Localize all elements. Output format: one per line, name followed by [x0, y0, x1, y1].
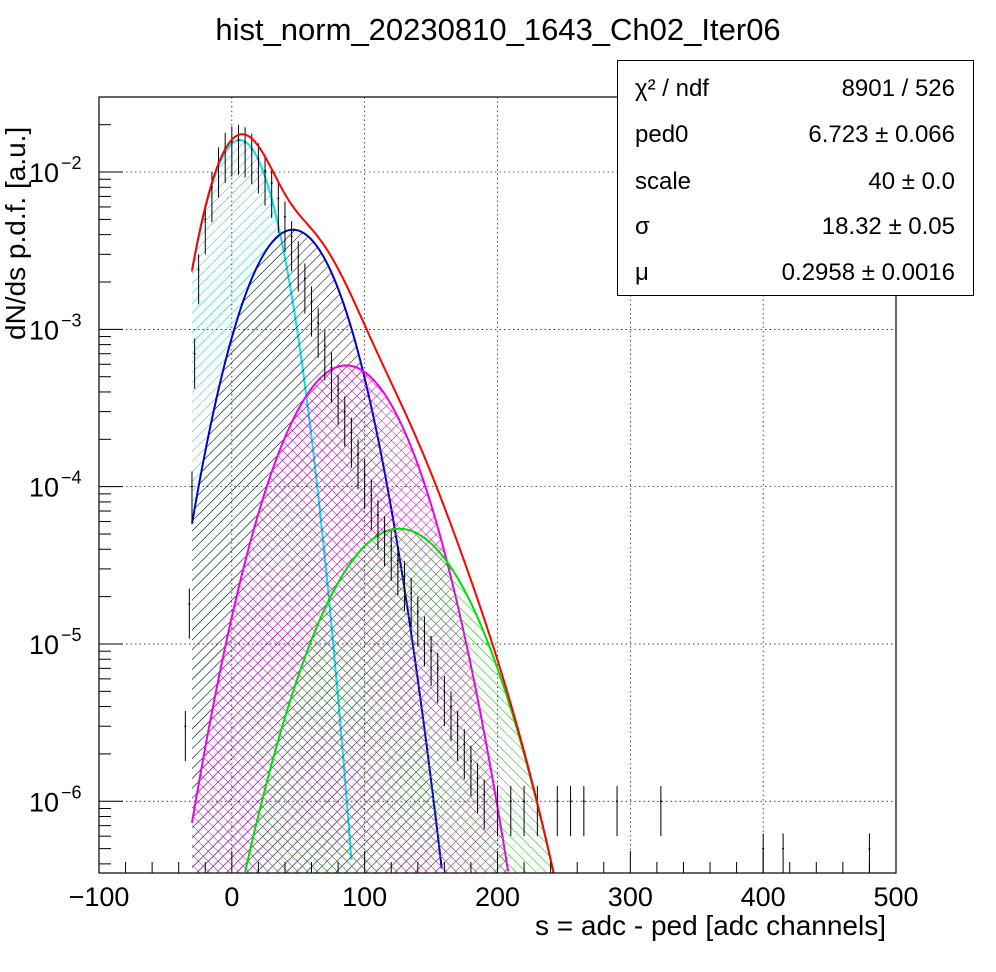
stat-key: scale [635, 168, 692, 195]
histogram-point [782, 847, 785, 850]
x-tick-label: 100 [342, 882, 387, 912]
y-tick-exponent: −6 [61, 782, 82, 802]
histogram-point [463, 743, 466, 746]
y-tick-label: 10 [29, 630, 59, 660]
histogram-point [496, 800, 499, 803]
y-tick-exponent: −3 [61, 310, 82, 330]
histogram-point [190, 485, 193, 488]
histogram-point [197, 268, 200, 271]
histogram-point [556, 800, 559, 803]
histogram-point [310, 300, 313, 303]
stat-key: μ [635, 259, 649, 286]
histogram-point [184, 725, 187, 728]
histogram-point [376, 514, 379, 517]
histogram-point [290, 235, 293, 238]
histogram-point [569, 800, 572, 803]
histogram-point [436, 667, 439, 670]
histogram-point [868, 847, 871, 850]
histogram-point [264, 169, 267, 172]
component-curve [244, 527, 555, 873]
total-fit-curve [190, 133, 555, 873]
histogram-point [430, 650, 433, 653]
histogram-point [244, 141, 247, 144]
histogram-point [410, 592, 413, 595]
y-tick-exponent: −2 [61, 153, 82, 173]
stat-value: 8901 / 526 [841, 75, 955, 102]
stat-value: 0.2958 ± 0.0016 [781, 259, 955, 286]
histogram-point [396, 559, 399, 562]
histogram-point [303, 277, 306, 280]
histogram-point [403, 575, 406, 578]
histogram-point [416, 610, 419, 613]
histogram-point [250, 148, 253, 151]
x-tick-label: 300 [608, 882, 653, 912]
y-axis-label: dN/ds p.d.f. [a.u.] [0, 126, 31, 340]
y-tick-label: 10 [29, 473, 59, 503]
stat-value: 18.32 ± 0.05 [821, 213, 955, 240]
y-tick-exponent: −5 [61, 625, 82, 645]
histogram-point [283, 215, 286, 218]
histogram-point [193, 352, 196, 355]
histogram-point [582, 800, 585, 803]
histogram-point [297, 255, 300, 258]
fit-stats-box: χ² / ndf 8901 / 526 ped0 6.723 ± 0.066 s… [617, 60, 974, 296]
x-tick-label: 400 [741, 882, 786, 912]
histogram-point [277, 197, 280, 200]
x-tick-label: −100 [69, 882, 130, 912]
y-tick-label: 10 [29, 787, 59, 817]
plot-area [184, 124, 871, 873]
histogram-point [483, 793, 486, 796]
x-tick-label: 500 [873, 882, 918, 912]
histogram-point [762, 847, 765, 850]
histogram-point [204, 218, 207, 221]
histogram-point [343, 410, 346, 413]
histogram-point [257, 157, 260, 160]
y-tick-label: 10 [29, 315, 59, 345]
chart-title: hist_norm_20230810_1643_Ch02_Iter06 [215, 12, 781, 47]
histogram-point [469, 760, 472, 763]
stat-key: ped0 [635, 121, 689, 148]
histogram-point [509, 800, 512, 803]
histogram-point [423, 630, 426, 633]
histogram-point [450, 705, 453, 708]
histogram-point [363, 473, 366, 476]
histogram-point [390, 544, 393, 547]
histogram-point [616, 800, 619, 803]
histogram-point [323, 344, 326, 347]
x-tick-label: 200 [475, 882, 520, 912]
histogram-point [523, 800, 526, 803]
histogram-point [330, 366, 333, 369]
histogram-point [337, 389, 340, 392]
histogram-point [270, 182, 273, 185]
x-axis-label: s = adc - ped [adc channels] [535, 910, 886, 941]
stat-key: σ [635, 213, 650, 240]
stat-value: 6.723 ± 0.066 [808, 121, 955, 148]
histogram-point [456, 725, 459, 728]
histogram-point [443, 690, 446, 693]
histogram-point [357, 453, 360, 456]
histogram-point [317, 321, 320, 324]
histogram-point [350, 431, 353, 434]
stat-value: 40 ± 0.0 [868, 168, 955, 195]
histogram-point [476, 777, 479, 780]
y-tick-label: 10 [29, 158, 59, 188]
histogram-point [659, 800, 662, 803]
histogram-point [188, 602, 191, 605]
histogram-point [370, 494, 373, 497]
stat-key: χ² / ndf [635, 75, 709, 102]
histogram-point [383, 530, 386, 533]
histogram-point [237, 138, 240, 141]
y-tick-exponent: −4 [61, 468, 82, 488]
x-tick-label: 0 [224, 882, 239, 912]
